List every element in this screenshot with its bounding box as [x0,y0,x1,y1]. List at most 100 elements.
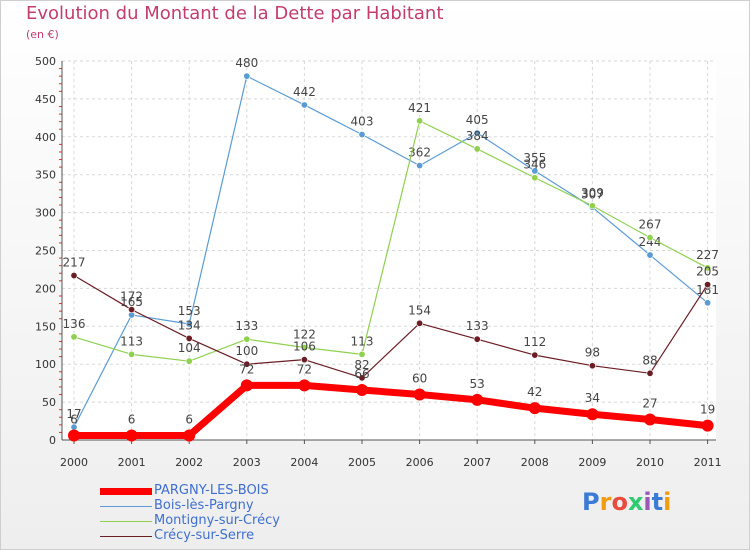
data-label: 100 [235,344,258,358]
legend-swatch [100,521,152,522]
data-point [588,362,596,370]
data-point [185,334,193,342]
data-point [704,264,712,272]
y-tick-label: 100 [35,358,56,371]
data-point [125,429,138,442]
data-label: 421 [408,101,431,115]
data-point [471,393,484,406]
data-label: 154 [408,303,431,317]
data-label: 34 [585,391,600,405]
data-label: 217 [63,256,86,270]
y-tick-label: 150 [35,320,56,333]
data-point [646,234,654,242]
data-label: 346 [523,158,546,172]
data-label: 442 [293,85,316,99]
data-label: 6 [70,412,78,426]
data-label: 6 [128,412,136,426]
data-point [68,429,80,442]
data-label: 42 [527,385,542,399]
y-tick-label: 300 [35,207,56,220]
legend-label: Montigny-sur-Crécy [154,513,280,528]
y-tick-label: 500 [35,55,56,68]
data-label: 403 [351,115,374,129]
data-label: 153 [178,304,201,318]
x-tick-label: 2003 [233,456,261,469]
data-point [70,272,78,280]
chart-subtitle: (en €) [26,28,59,41]
logo-letter: r [599,488,612,516]
data-point [644,413,656,426]
data-label: 227 [696,248,719,262]
data-label: 362 [408,146,431,160]
legend-swatch [100,488,152,495]
chart-title: Evolution du Montant de la Dette par Hab… [26,3,444,24]
data-point [528,402,541,415]
data-point [298,379,311,392]
y-tick-label: 0 [49,434,56,447]
series-line-1 [73,75,708,428]
y-tick-label: 450 [35,93,56,106]
data-point [358,350,366,358]
data-point [704,299,712,307]
data-point [701,419,714,432]
data-label: 113 [351,334,374,348]
logo-letter: x [627,488,644,516]
data-point [588,202,596,210]
data-point [183,429,196,442]
legend-label: PARGNY-LES-BOIS [154,483,269,498]
x-tick-label: 2000 [60,456,88,469]
series-line-0 [74,381,708,439]
data-label: 267 [639,218,662,232]
data-point [646,369,654,377]
data-point [128,306,136,314]
data-label: 113 [120,334,143,348]
data-label: 384 [466,129,489,143]
data-point [531,167,539,175]
data-label: 355 [523,151,546,165]
data-label: 165 [120,295,143,309]
data-label: 172 [120,290,143,304]
data-label: 122 [293,328,316,342]
logo-letter: o [611,488,628,516]
data-point [300,356,308,364]
data-point [473,335,481,343]
data-point [531,351,539,359]
data-label: 72 [239,362,254,376]
data-point [240,379,253,392]
data-point [416,117,424,125]
data-point [300,101,308,109]
legend-label: Bois-lès-Pargny [154,498,254,513]
data-point [70,333,78,341]
logo-letter: i [663,488,672,516]
series-line-3 [73,274,709,379]
legend-label: Crécy-sur-Serre [154,528,255,543]
data-point [704,281,712,289]
y-tick-label: 400 [35,131,56,144]
data-point [128,350,136,358]
series-line-2 [73,120,708,362]
data-label: 27 [642,397,657,411]
data-label: 53 [470,377,485,391]
data-label: 112 [523,335,546,349]
legend-swatch [100,536,152,537]
data-point [243,72,251,80]
logo-letter: t [651,488,664,516]
data-point [300,344,308,352]
data-point [185,357,193,365]
x-tick-label: 2011 [694,456,722,469]
data-label: 205 [696,265,719,279]
data-point [358,374,366,382]
data-label: 133 [466,319,489,333]
data-label: 66 [354,367,369,381]
data-point [243,335,251,343]
x-tick-label: 2005 [348,456,376,469]
data-label: 19 [700,403,715,417]
data-point [413,388,426,401]
x-tick-label: 2009 [578,456,606,469]
data-label: 6 [185,412,193,426]
data-label: 106 [293,340,316,354]
data-label: 244 [639,235,662,249]
data-label: 72 [297,362,312,376]
data-label: 17 [66,407,81,421]
